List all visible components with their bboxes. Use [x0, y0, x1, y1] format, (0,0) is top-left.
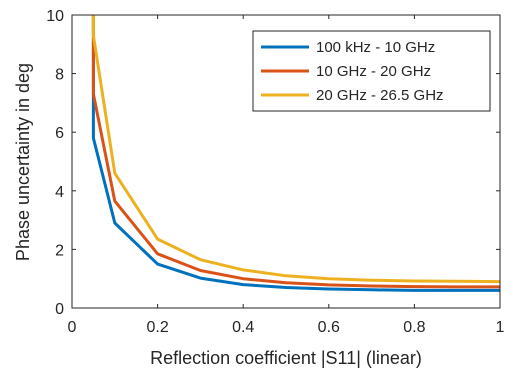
- y-tick-label: 8: [55, 67, 64, 84]
- x-tick-label: 0.2: [146, 319, 168, 336]
- x-tick-label: 0.8: [403, 319, 425, 336]
- legend-label-1: 100 kHz - 10 GHz: [316, 39, 435, 56]
- x-axis-label: Reflection coefficient |S11| (linear): [150, 348, 422, 368]
- x-tick-label: 1: [496, 319, 505, 336]
- series-layer: [91, 15, 500, 292]
- legend-label-3: 20 GHz - 26.5 GHz: [316, 87, 444, 104]
- series-line-1: [91, 15, 500, 292]
- x-tick-label: 0.6: [318, 319, 340, 336]
- x-tick-label: 0: [68, 319, 77, 336]
- series-line-3: [91, 15, 500, 284]
- legend-label-2: 10 GHz - 20 GHz: [316, 63, 431, 80]
- x-tick-label: 0.4: [232, 319, 254, 336]
- y-tick-label: 0: [55, 301, 64, 318]
- legend: 100 kHz - 10 GHz 10 GHz - 20 GHz 20 GHz - …: [252, 30, 491, 112]
- y-tick-label: 10: [46, 8, 64, 25]
- y-tick-label: 6: [55, 125, 64, 142]
- y-tick-label: 2: [55, 242, 64, 259]
- y-axis-label: Phase uncertainty in deg: [13, 63, 33, 261]
- plot-frame: [71, 14, 501, 309]
- y-tick-label: 4: [55, 184, 64, 201]
- series-line-2: [91, 15, 500, 289]
